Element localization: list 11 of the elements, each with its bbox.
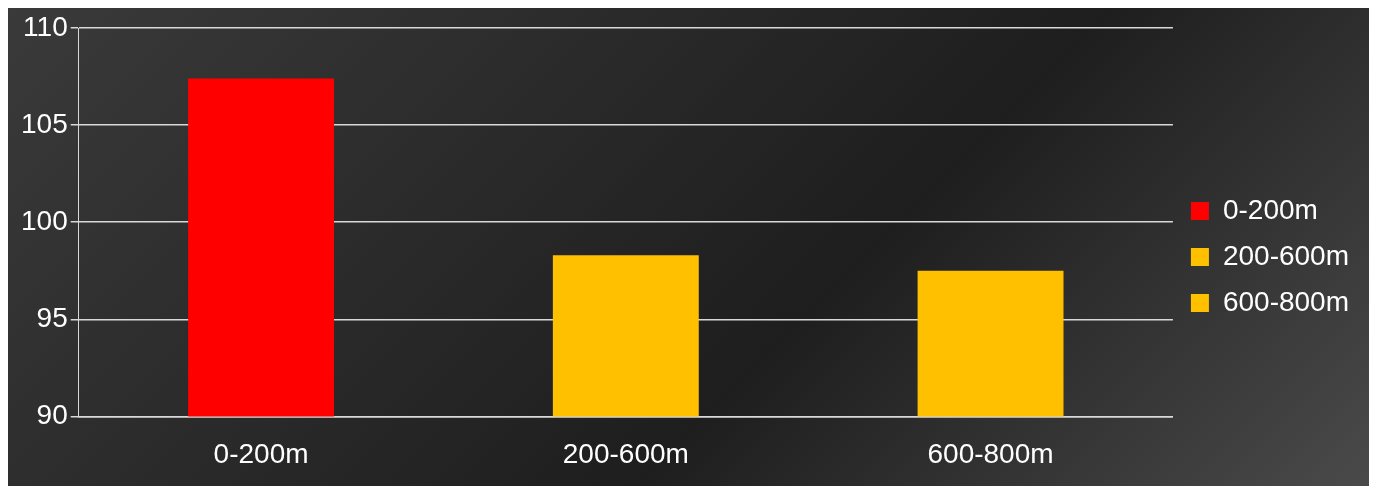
y-tick-label: 110 bbox=[23, 10, 68, 42]
legend-label: 600-800m bbox=[1222, 285, 1350, 317]
y-tick-label: 95 bbox=[36, 302, 68, 334]
y-tick-label: 90 bbox=[36, 399, 68, 431]
legend-label: 200-600m bbox=[1222, 239, 1350, 271]
x-tick-label: 600-800m bbox=[927, 437, 1054, 469]
x-tick-label: 0-200m bbox=[213, 437, 309, 469]
x-tick-label: 200-600m bbox=[562, 437, 689, 469]
y-tick-label: 105 bbox=[21, 107, 68, 139]
y-tick-label: 100 bbox=[21, 204, 68, 236]
legend-label: 0-200m bbox=[1222, 193, 1318, 225]
